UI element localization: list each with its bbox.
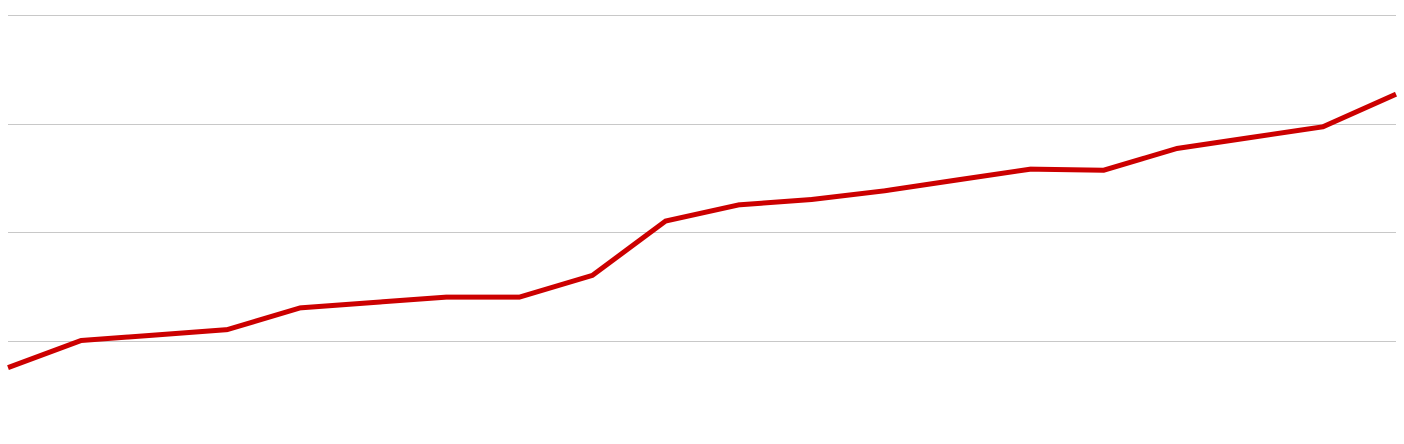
series-lines <box>7 91 1398 370</box>
gridlines <box>8 15 1396 342</box>
series-line-0 <box>7 91 1398 370</box>
